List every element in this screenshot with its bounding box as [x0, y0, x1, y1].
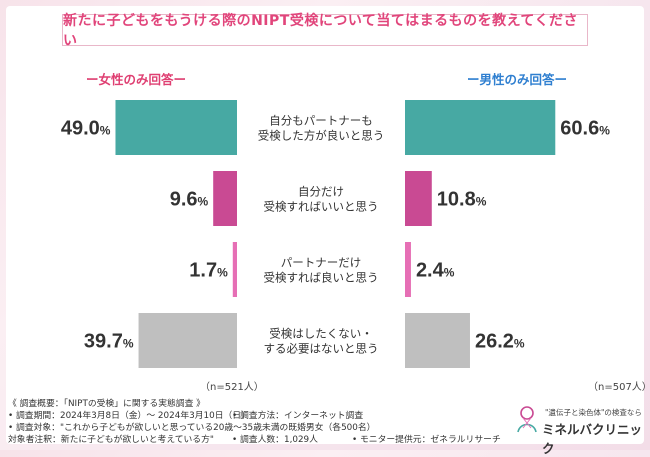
- female-bar-0: [115, 100, 237, 155]
- male-bar-3: [405, 313, 470, 368]
- category-label-0: 自分もパートナーも受検した方が良いと思う: [258, 114, 385, 143]
- male-bar-2: [405, 242, 411, 297]
- female-value-label-1: 9.6%: [170, 189, 209, 211]
- male-bar-0: [405, 100, 556, 155]
- female-series-label: ー女性のみ回答ー: [86, 72, 187, 87]
- chart-title-box: 新たに子どもをもうける際のNIPT受検について当てはまるものを教えてください: [62, 13, 588, 49]
- male-value-label-3: 26.2%: [475, 331, 525, 353]
- footnote-respondents: • 調査人数：1,029人: [232, 435, 318, 445]
- brand-tagline: "遺伝子と染色体"の検査なら: [545, 408, 642, 417]
- female-bar-2: [232, 242, 237, 297]
- female-bar-1: [213, 171, 237, 226]
- category-label-3: 受検はしたくない・する必要はないと思う: [264, 327, 379, 356]
- footnote-method: • 調査方法：インターネット調査: [232, 411, 364, 421]
- footnote-period: • 調査期間：2024年3月8日（金）〜 2024年3月10日（日）: [8, 411, 250, 421]
- footnote-target-note: 対象者注釈：新たに子どもが欲しいと考えている方": [8, 435, 214, 445]
- female-sample-size: （n=521人）: [200, 382, 264, 393]
- male-value-label-1: 10.8%: [437, 189, 487, 211]
- male-series-label: ー男性のみ回答ー: [467, 72, 568, 87]
- male-value-label-2: 2.4%: [416, 260, 455, 282]
- footnote-monitor: • モニター提供元：ゼネラルリサーチ: [352, 435, 501, 445]
- male-sample-size: （n=507人）: [588, 382, 650, 393]
- female-value-label-0: 49.0%: [61, 118, 111, 140]
- female-value-label-3: 39.7%: [84, 331, 134, 353]
- footnote-target: • 調査対象："これから子どもが欲しいと思っている20歳〜35歳未満の既婚男女（…: [8, 423, 376, 433]
- female-bar-3: [138, 313, 237, 368]
- chart-card: [6, 6, 644, 444]
- chart-title: 新たに子どもをもうける際のNIPT受検について当てはまるものを教えてください: [63, 13, 578, 49]
- category-label-1: 自分だけ受検すればいいと思う: [264, 185, 379, 214]
- brand-name: ミネルバクリニック: [542, 422, 643, 456]
- female-value-label-2: 1.7%: [189, 260, 228, 282]
- clinic-logo-icon: [517, 406, 537, 433]
- category-label-2: パートナーだけ受検すれば良いと思う: [264, 256, 379, 285]
- footnote-overview: 《 調査概要：「NIPTの受検」に関する実態調査 》: [8, 399, 205, 409]
- male-value-label-0: 60.6%: [560, 118, 610, 140]
- male-bar-1: [405, 171, 432, 226]
